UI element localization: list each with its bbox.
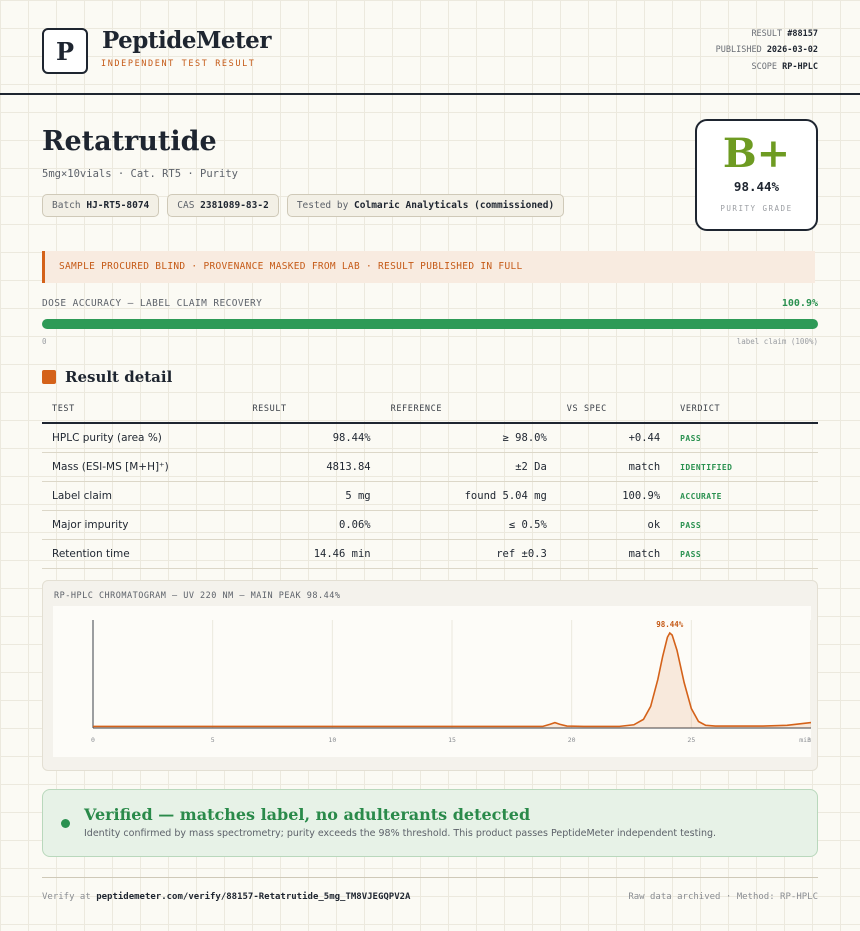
chart: 0 5 10 15 20 25 30min 98.44% [53,606,811,757]
grade-card: B+ 98.44% PURITY GRADE [695,119,818,231]
x-tick-label: 5 [211,736,215,744]
x-axis-label: min [799,736,811,744]
dose-scale-end: label claim (100%) [736,337,818,346]
logo: P [42,28,88,74]
verdict: PASS [670,423,818,453]
table-row: Mass (ESI-MS [M+H]⁺) 4813.84 ±2 Da match IDE… [42,452,818,482]
cell: Mass (ESI-MS [M+H]⁺) [42,452,243,482]
x-tick-label: 20 [568,736,576,744]
header-rule [0,93,860,95]
table-header: TEST RESULT REFERENCE VS SPEC VERDICT [42,398,818,424]
cell: 5 mg [242,481,381,511]
verdict: PASS [670,539,818,569]
verdict: PASS [670,510,818,540]
meta-label: SCOPE [751,62,778,72]
trace-line [93,631,811,728]
table-row: Label claim 5 mg found 5.04 mg 100.9% ACCURA… [42,481,818,511]
cell: 98.44% [242,423,381,453]
table-row: Retention time 14.46 min ref ±0.3 match PASS [42,539,818,569]
chip-value: Colmaric Analyticals (commissioned) [354,200,555,211]
product-name: Retatrutide [42,126,217,157]
notice: SAMPLE PROCURED BLIND · PROVENANCE MASKE… [42,251,815,283]
meta-value: RP-HPLC [782,62,818,72]
chart-title: RP-HPLC CHROMATOGRAM — UV 220 NM — MAIN … [54,591,341,601]
section-heading: Result detail [42,368,172,386]
cell: 14.46 min [242,539,381,569]
dose-bar [42,319,818,329]
verdict: IDENTIFIED [670,452,818,482]
peak-area [93,632,811,728]
tagline: INDEPENDENT TEST RESULT [101,59,256,69]
cell: ≤ 0.5% [380,510,557,540]
chip-label: Batch [52,200,81,211]
x-tick-label: 15 [448,736,456,744]
chip: CAS 2381089-83-2 [167,194,279,217]
meta-row: PUBLISHED 2026-03-02 [716,45,818,55]
column-header: RESULT [242,398,381,424]
cell: HPLC purity (area %) [42,423,243,453]
cell: ok [556,510,671,540]
verify-prefix: Verify at [42,892,91,902]
cell: ±2 Da [380,452,557,482]
dose-value: 100.9% [781,298,818,309]
cell: Major impurity [42,510,243,540]
chip: Tested by Colmaric Analyticals (commissi… [286,194,565,217]
cell: match [556,539,671,569]
column-header: TEST [42,398,243,424]
footer-left: Verify at peptidemeter.com/verify/88157-… [42,892,410,902]
chip: Batch HJ-RT5-8074 [42,194,160,217]
footer-right: Raw data archived · Method: RP-HPLC [628,892,818,902]
column-header: VS SPEC [556,398,671,424]
x-tick-label: 0 [91,736,95,744]
dose-scale-start: 0 [42,337,47,346]
cell: 4813.84 [242,452,381,482]
cell: ≥ 98.0% [380,423,557,453]
section-marker [42,370,56,384]
grade-caption: PURITY GRADE [720,204,793,213]
cell: found 5.04 mg [380,481,557,511]
chip-value: 2381089-83-2 [200,200,269,211]
product-subline: 5mg×10vials · Cat. RT5 · Purity [42,168,238,180]
dose-label: DOSE ACCURACY — LABEL CLAIM RECOVERY [42,298,263,309]
cell: +0.44 [556,423,671,453]
result-table: TEST RESULT REFERENCE VS SPEC VERDICT HPLC p… [42,398,818,569]
cell: 100.9% [556,481,671,511]
table-row: HPLC purity (area %) 98.44% ≥ 98.0% +0.44 PA… [42,423,818,453]
cell: ref ±0.3 [380,539,557,569]
verify-url: peptidemeter.com/verify/88157-Retatrutid… [96,892,411,902]
x-tick-label: 10 [328,736,336,744]
brand: PeptideMeter [102,27,271,54]
column-header: VERDICT [670,398,818,424]
grade-letter: B+ [722,130,791,177]
meta-value: 2026-03-02 [766,45,818,55]
chip-label: CAS [177,200,195,211]
verified-text: Identity confirmed by mass spectrometry;… [84,828,717,839]
meta-value: #88157 [787,29,818,39]
cell: Label claim [42,481,243,511]
grade-purity: 98.44% [733,179,780,194]
chips: Batch HJ-RT5-8074 CAS 2381089-83-2 Teste… [42,194,565,217]
verified-dot [61,819,70,828]
table-body: HPLC purity (area %) 98.44% ≥ 98.0% +0.44 PA… [42,423,818,569]
cell: match [556,452,671,482]
section-title: Result detail [65,368,173,386]
cell: Retention time [42,539,243,569]
meta-row: SCOPE RP-HPLC [751,62,818,72]
table-row: Major impurity 0.06% ≤ 0.5% ok PASS [42,510,818,540]
verdict: ACCURATE [670,481,818,511]
meta-row: RESULT #88157 [751,29,818,39]
meta-label: PUBLISHED [715,45,762,55]
x-tick-label: 30 [807,736,811,744]
peak-label: 98.44% [656,620,684,629]
verified-title: Verified — matches label, no adulterants… [84,805,531,824]
column-header: REFERENCE [380,398,557,424]
cell: 0.06% [242,510,381,540]
chip-value: HJ-RT5-8074 [86,200,150,211]
verified-panel [42,789,818,857]
meta-label: RESULT [751,29,783,39]
x-tick-label: 25 [687,736,695,744]
footer-rule [42,877,818,878]
chip-label: Tested by [296,200,349,211]
